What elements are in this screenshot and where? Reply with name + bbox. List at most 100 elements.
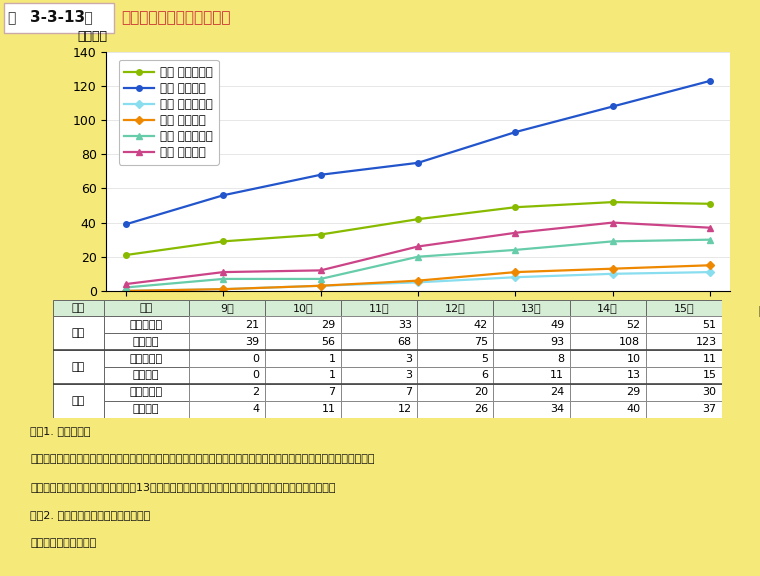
公立 活用大学数	[705, 268, 714, 275]
Bar	[646, 334, 722, 350]
Text: 活用大学数: 活用大学数	[129, 387, 163, 397]
Text: 1: 1	[328, 354, 336, 363]
公立 研究科数	[122, 287, 131, 294]
私立 研究科数	[413, 243, 423, 250]
Text: 5: 5	[481, 354, 488, 363]
Bar	[341, 401, 417, 418]
私立 活用大学数	[608, 238, 617, 245]
Text: 11: 11	[321, 404, 336, 414]
Text: 14年: 14年	[597, 303, 618, 313]
Text: 10年: 10年	[293, 303, 313, 313]
Bar	[493, 300, 569, 316]
国立 活用大学数	[608, 199, 617, 206]
Bar	[103, 316, 188, 334]
Text: 大学院が教育上有益と認めるときは、大学院の学生が研究所等において必要な研究指導を受けることが認めら: 大学院が教育上有益と認めるときは、大学院の学生が研究所等において必要な研究指導を…	[30, 454, 375, 464]
国立 活用大学数	[705, 200, 714, 207]
Text: 4: 4	[252, 404, 259, 414]
Text: 7: 7	[328, 387, 336, 397]
Bar	[569, 367, 646, 384]
Text: れており（大学院設置基準第13条）、連携大学院方式は、この制度を組織的に実施するもの。: れており（大学院設置基準第13条）、連携大学院方式は、この制度を組織的に実施する…	[30, 482, 335, 492]
Text: 注）1. 制度の概要: 注）1. 制度の概要	[30, 426, 90, 436]
Bar	[569, 384, 646, 401]
Text: 連携大学院制度の活用状況: 連携大学院制度の活用状況	[122, 10, 231, 25]
Line: 公立 研究科数: 公立 研究科数	[123, 263, 713, 294]
Bar	[264, 300, 341, 316]
Bar	[493, 350, 569, 367]
Text: 24: 24	[550, 387, 564, 397]
公立 研究科数	[413, 277, 423, 284]
Bar	[103, 367, 188, 384]
Text: 75: 75	[474, 337, 488, 347]
Bar	[264, 350, 341, 367]
Text: 49: 49	[550, 320, 564, 330]
公立 研究科数	[219, 286, 228, 293]
私立 活用大学数	[511, 247, 520, 253]
Bar	[646, 401, 722, 418]
Text: 国立: 国立	[71, 328, 85, 338]
公立 研究科数	[608, 265, 617, 272]
Text: 123: 123	[695, 337, 717, 347]
Text: 平成: 平成	[70, 305, 84, 317]
Text: 56: 56	[321, 337, 336, 347]
Bar	[341, 384, 417, 401]
私立 研究科数	[316, 267, 325, 274]
Text: 40: 40	[626, 404, 641, 414]
国立 活用大学数	[413, 216, 423, 223]
Bar	[417, 350, 493, 367]
Text: 12: 12	[397, 404, 412, 414]
Bar	[188, 367, 264, 384]
国立 研究科数	[705, 77, 714, 84]
Text: 研究科数: 研究科数	[133, 370, 160, 380]
国立 研究科数	[219, 192, 228, 199]
Bar	[188, 350, 264, 367]
Text: 1: 1	[328, 370, 336, 380]
Text: 37: 37	[702, 404, 717, 414]
私立 活用大学数	[316, 275, 325, 282]
Bar	[341, 350, 417, 367]
Bar	[188, 401, 264, 418]
Bar	[53, 316, 103, 350]
公立 活用大学数	[219, 286, 228, 293]
Bar	[646, 316, 722, 334]
Bar	[569, 316, 646, 334]
国立 研究科数	[122, 221, 131, 228]
Bar	[264, 334, 341, 350]
Text: 活用大学数: 活用大学数	[129, 354, 163, 363]
Bar	[53, 300, 103, 316]
Text: 9年: 9年	[220, 303, 233, 313]
Text: 30: 30	[703, 387, 717, 397]
Bar	[493, 334, 569, 350]
公立 活用大学数	[511, 274, 520, 281]
Text: 活用大学数: 活用大学数	[129, 320, 163, 330]
Text: 20: 20	[474, 387, 488, 397]
Text: 11: 11	[703, 354, 717, 363]
Bar	[103, 401, 188, 418]
国立 活用大学数	[122, 252, 131, 259]
国立 研究科数	[511, 128, 520, 135]
公立 研究科数	[705, 262, 714, 269]
Bar	[341, 300, 417, 316]
Text: 34: 34	[550, 404, 564, 414]
Bar	[646, 350, 722, 367]
Text: 3: 3	[405, 370, 412, 380]
Bar	[188, 316, 264, 334]
Bar	[493, 384, 569, 401]
国立 研究科数	[608, 103, 617, 110]
公立 研究科数	[316, 282, 325, 289]
私立 研究科数	[219, 268, 228, 275]
Text: 11: 11	[550, 370, 564, 380]
Bar	[188, 300, 264, 316]
Line: 公立 活用大学数: 公立 活用大学数	[123, 270, 713, 294]
Text: 第: 第	[8, 11, 21, 25]
Text: 0: 0	[252, 370, 259, 380]
Text: 資料：文部科学省調べ: 資料：文部科学省調べ	[30, 538, 97, 548]
公立 活用大学数	[122, 287, 131, 294]
私立 研究科数	[511, 229, 520, 236]
Text: 29: 29	[626, 387, 641, 397]
Bar	[569, 350, 646, 367]
Bar	[264, 367, 341, 384]
Bar	[103, 334, 188, 350]
Text: 33: 33	[397, 320, 412, 330]
Bar	[417, 300, 493, 316]
Text: 2: 2	[252, 387, 259, 397]
